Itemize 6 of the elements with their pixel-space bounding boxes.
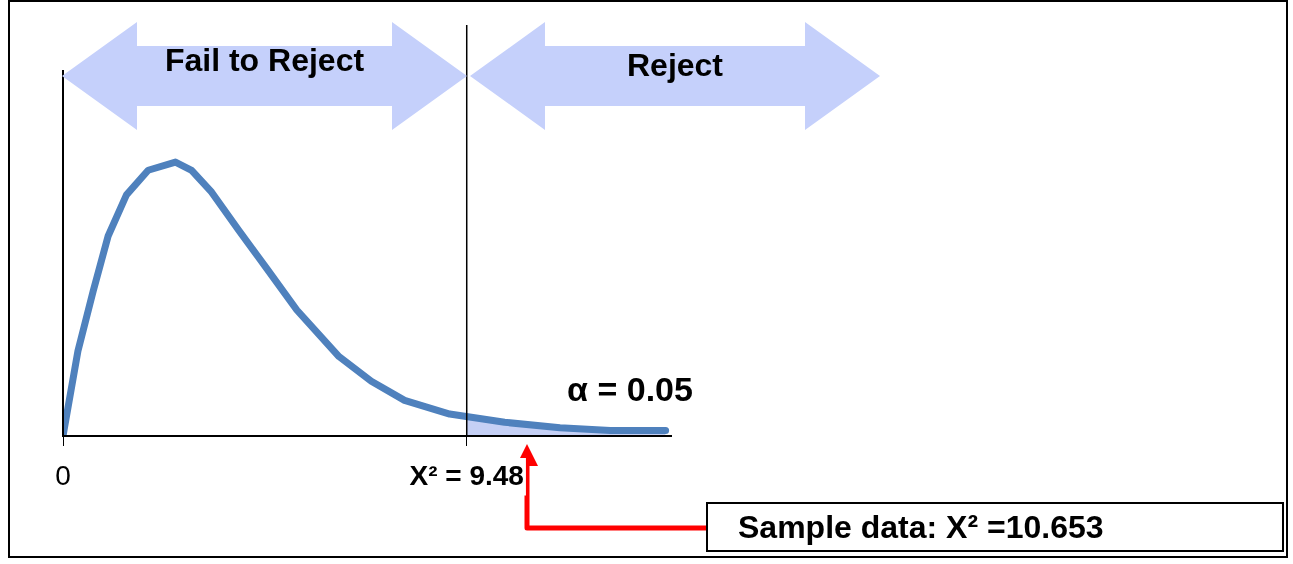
text: Fail to Reject <box>163 42 366 79</box>
text: Sample data: X² =10.653 <box>706 502 1284 552</box>
x-tick-label: X² = 9.48 <box>409 459 524 491</box>
x-tick-label: 0 <box>55 459 71 491</box>
annotation: α = 0.05 <box>567 370 693 409</box>
text: Reject <box>625 47 724 84</box>
